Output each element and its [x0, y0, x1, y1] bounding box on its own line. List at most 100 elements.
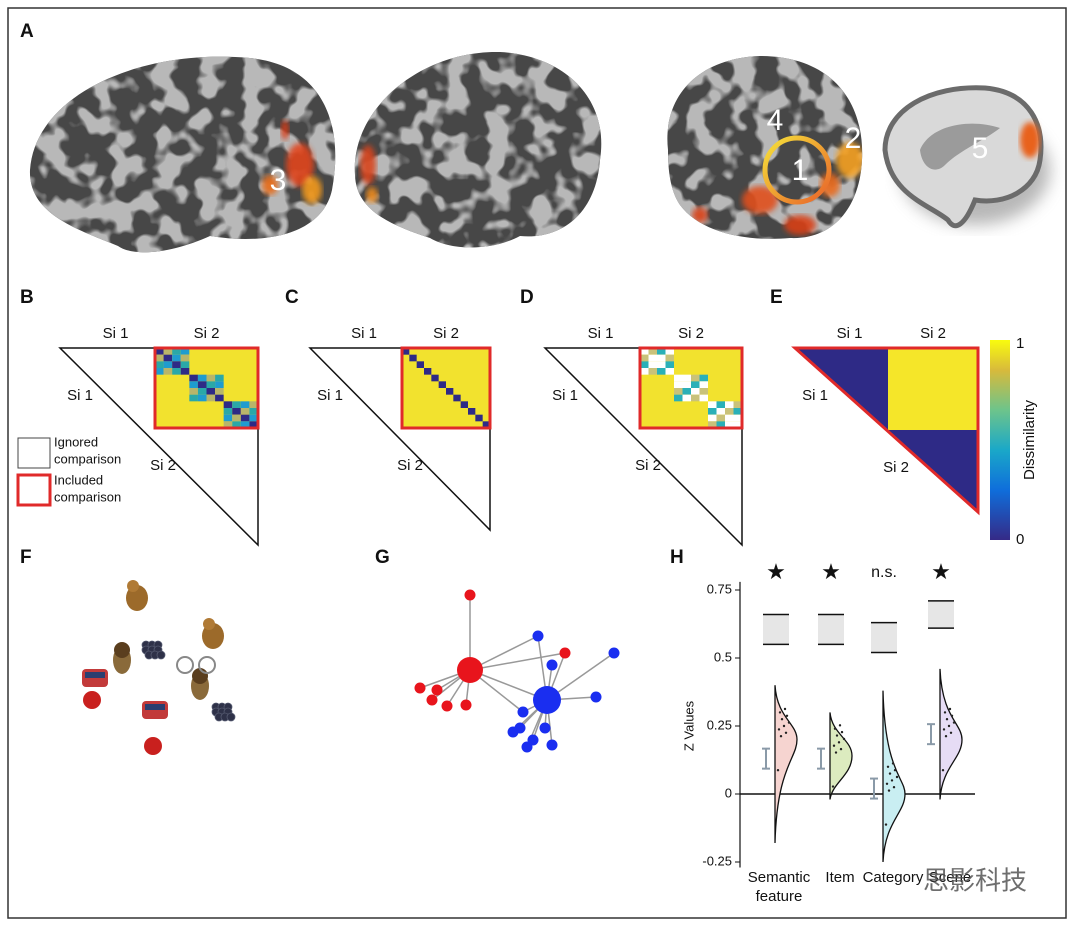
matrix-cell	[716, 421, 725, 428]
monkey-head	[127, 580, 139, 592]
region-label: 2	[845, 122, 862, 155]
included-outline	[638, 346, 744, 430]
matrix-cell	[189, 374, 198, 382]
subject-dot	[943, 711, 947, 714]
subject-dot	[885, 782, 889, 785]
colorbar	[990, 340, 1010, 540]
panel-letter: E	[770, 287, 783, 308]
matrix-cell	[180, 348, 190, 355]
blue-node	[546, 739, 558, 751]
watermark: 思影科技	[923, 867, 1027, 897]
subject-dot	[831, 785, 835, 788]
matrix-cell	[682, 381, 691, 388]
matrix-cell	[232, 401, 241, 408]
blueberry-icon	[226, 712, 236, 722]
y-axis-label: Z Values	[681, 700, 696, 751]
matrix-cell	[640, 354, 649, 362]
red-node	[426, 694, 438, 706]
matrix-cell	[206, 388, 216, 395]
matrix-cell	[240, 421, 250, 428]
matrix-cell	[215, 388, 224, 395]
matrix-cell	[215, 394, 224, 402]
bike-wheel	[176, 656, 194, 674]
matrix-cell	[640, 348, 649, 355]
matrix-side-label: Si 2	[635, 457, 661, 474]
matrix-cell	[163, 354, 173, 362]
matrix-side-label: Si 1	[67, 387, 93, 404]
y-tick-label: 0.5	[714, 649, 732, 664]
subject-dot	[777, 728, 781, 731]
matrix-cell	[725, 421, 734, 428]
subject-dot	[838, 724, 842, 727]
x-tick-label: Semantic	[748, 869, 811, 886]
subject-dot	[840, 730, 844, 734]
colorbar-tick: 0	[1016, 531, 1024, 548]
y-tick-label: 0.25	[707, 717, 732, 732]
matrix-cell	[197, 374, 207, 382]
matrix-side-label: Si 2	[883, 459, 909, 476]
subject-dot	[886, 765, 890, 768]
matrix-cell	[475, 414, 483, 422]
null-band	[928, 600, 954, 629]
matrix-top-label: Si 2	[678, 325, 704, 342]
blue-node	[546, 659, 558, 671]
subject-dot	[950, 714, 954, 717]
activation	[692, 207, 708, 223]
x-tick-label: feature	[756, 888, 803, 905]
matrix-cell	[155, 354, 164, 362]
matrix-cell	[206, 381, 216, 388]
matrix-cell	[402, 348, 410, 355]
matrix-cell	[438, 381, 446, 388]
matrix-cell	[215, 374, 224, 382]
matrix-cell	[725, 414, 734, 422]
blue-node	[517, 706, 529, 718]
matrix-cell	[716, 408, 725, 415]
edge	[469, 652, 566, 671]
red-node	[441, 700, 453, 712]
subject-dot	[945, 718, 949, 721]
matrix-cell	[424, 368, 432, 375]
matrix-cell	[699, 381, 708, 388]
subject-dot	[784, 731, 788, 734]
matrix-side-label: Si 2	[150, 457, 176, 474]
matrix-cell	[733, 421, 742, 428]
matrix-cell	[665, 361, 674, 368]
matrix-top-label: Si 2	[433, 325, 459, 342]
significance: ★	[931, 559, 951, 584]
matrix-cell	[249, 408, 258, 415]
matrix-cell	[189, 388, 198, 395]
matrix-cell	[409, 354, 417, 362]
panel-letter: H	[670, 547, 684, 568]
subject-dot	[884, 823, 888, 826]
subject-dot	[779, 735, 783, 738]
included-outline	[153, 346, 260, 430]
matrix-cell	[640, 361, 649, 368]
matrix-cell	[699, 388, 708, 395]
matrix-cell	[180, 354, 190, 362]
brain	[667, 56, 863, 239]
matrix-top-label: Si 2	[194, 325, 220, 342]
blue-node	[514, 722, 526, 734]
matrix-side-label: Si 1	[552, 387, 578, 404]
subject-dot	[837, 741, 841, 744]
activation	[302, 176, 322, 204]
subject-dot	[778, 711, 782, 714]
activation	[836, 142, 863, 178]
roi-ring	[762, 135, 832, 205]
matrix-cell	[197, 381, 207, 388]
matrix-cell	[232, 408, 241, 415]
matrix-cell	[648, 368, 657, 375]
matrix-cell	[657, 361, 666, 368]
matrix-cell	[197, 388, 207, 395]
matrix-cell	[453, 394, 461, 402]
legend-text: comparison	[54, 489, 121, 504]
matrix-side-label: Si 1	[802, 387, 828, 404]
subject-dot	[949, 731, 953, 734]
y-tick-label: -0.25	[702, 853, 732, 868]
null-band	[871, 622, 897, 653]
matrix-cell	[240, 414, 250, 422]
included-outline	[791, 346, 980, 516]
region-label: 5	[972, 132, 989, 165]
matrix-cell	[460, 401, 468, 408]
matrix-cell	[189, 394, 198, 402]
